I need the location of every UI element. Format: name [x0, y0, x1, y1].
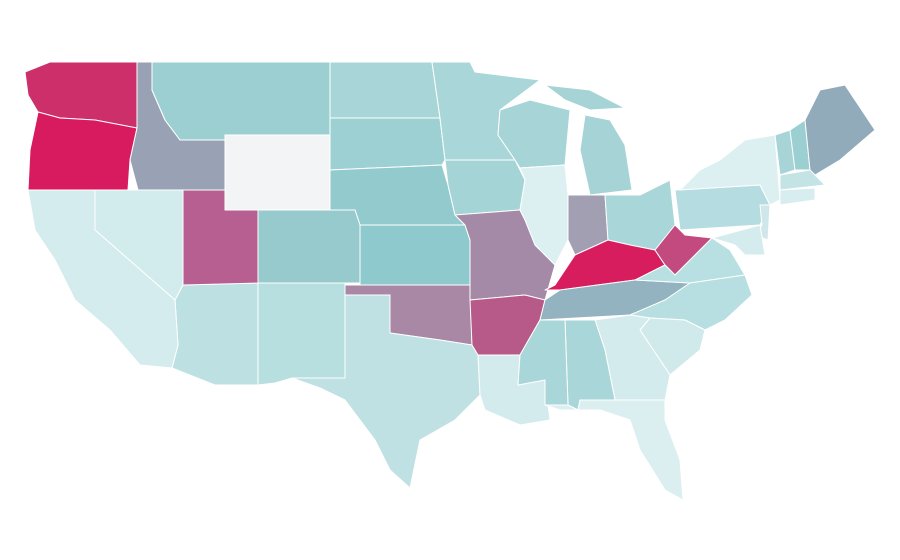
- state: [224, 134, 331, 211]
- state: [27, 189, 179, 369]
- state: [517, 319, 569, 406]
- state: [711, 224, 766, 256]
- state: [804, 84, 876, 176]
- state: [359, 224, 471, 286]
- state: [779, 187, 816, 206]
- state: [444, 159, 526, 216]
- state: [291, 294, 481, 489]
- state: [257, 282, 346, 386]
- states: [24, 61, 876, 501]
- state: [674, 184, 771, 231]
- state: [519, 164, 569, 266]
- state: [544, 84, 633, 196]
- state: [171, 282, 259, 386]
- state: [779, 169, 826, 191]
- state: [544, 399, 684, 501]
- state: [151, 61, 331, 141]
- state: [329, 61, 441, 119]
- state: [329, 117, 446, 171]
- state: [257, 209, 361, 284]
